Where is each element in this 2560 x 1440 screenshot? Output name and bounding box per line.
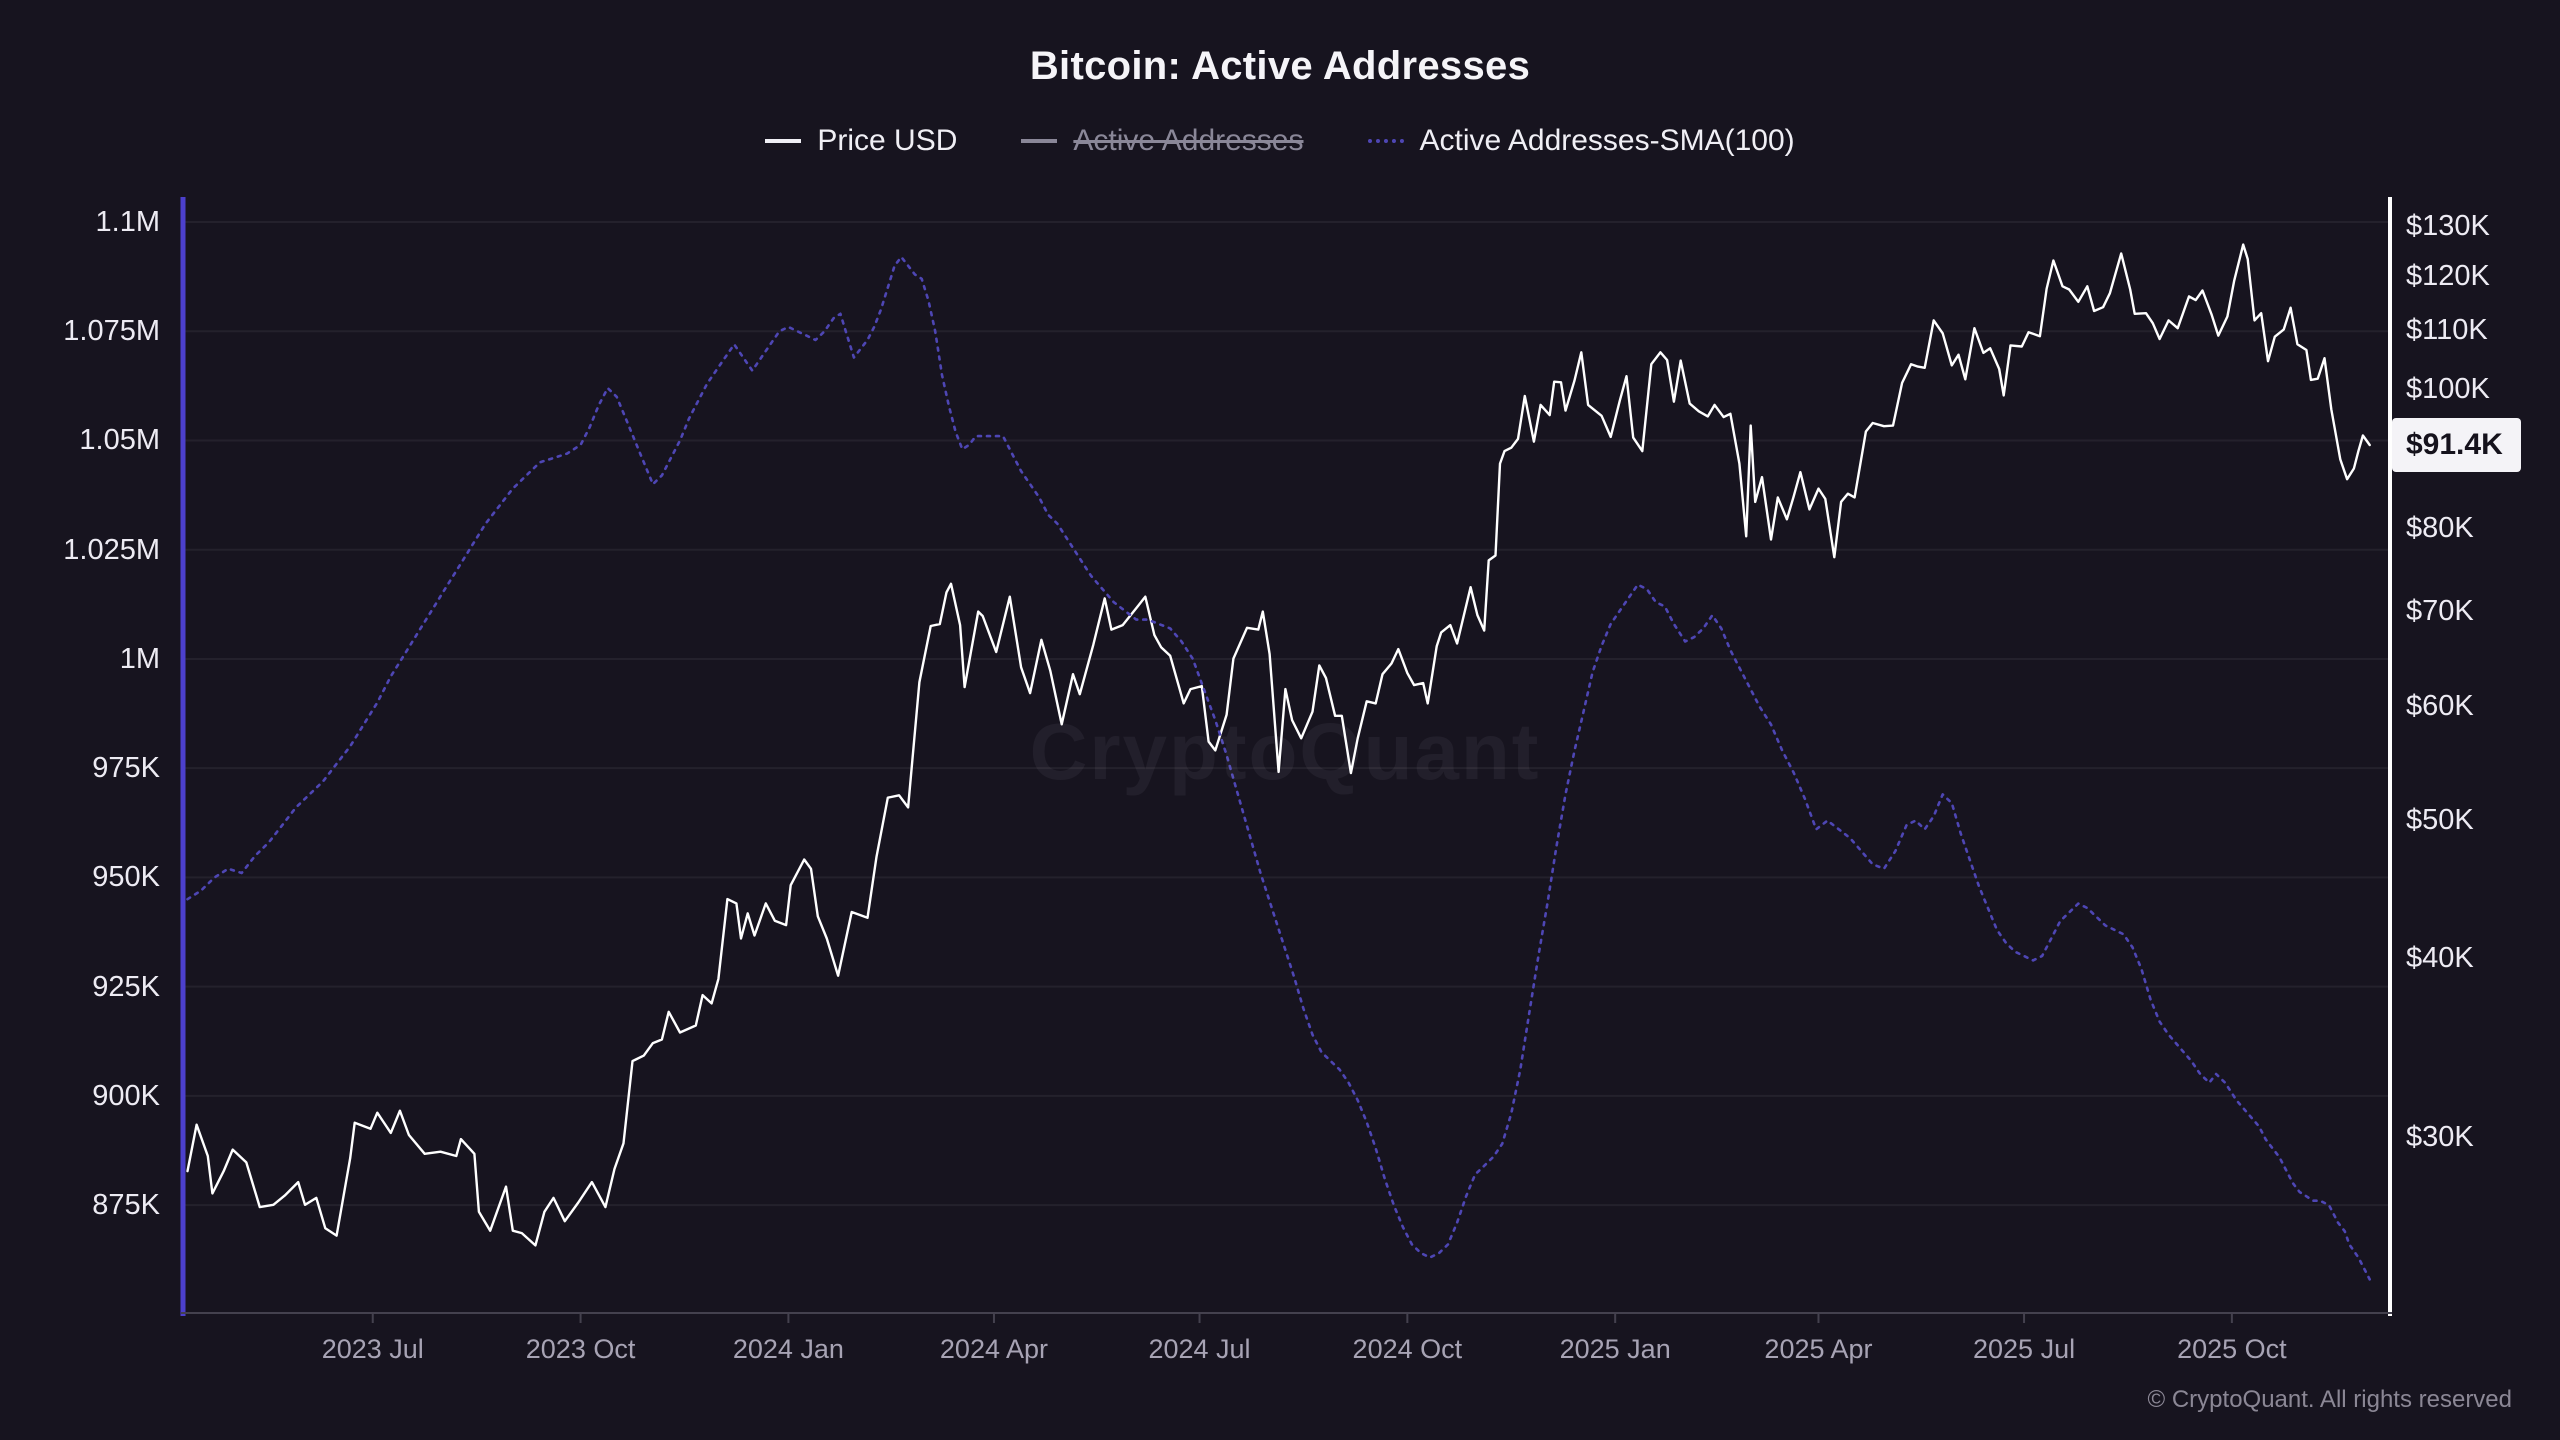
y-right-tick-label: $30K xyxy=(2406,1121,2474,1154)
sma-line-marker-icon xyxy=(1367,139,1404,143)
y-left-tick-label: 1.05M xyxy=(79,424,160,457)
y-left-tick-label: 1.1M xyxy=(95,206,160,239)
y-right-tick-label: $100K xyxy=(2406,373,2490,406)
legend-item-active-addresses-sma[interactable]: Active Addresses-SMA(100) xyxy=(1367,124,1795,158)
x-tick-label: 2024 Apr xyxy=(939,1334,1048,1364)
sma-line xyxy=(186,255,2371,1281)
price-line-marker-icon xyxy=(765,139,802,143)
y-left-tick-label: 1.025M xyxy=(63,533,160,566)
x-tick-label: 2025 Oct xyxy=(2177,1334,2287,1364)
y-right-tick-label: $110K xyxy=(2406,313,2488,346)
x-tick-label: 2025 Jul xyxy=(1973,1334,2076,1364)
y-left-tick-label: 1M xyxy=(119,642,160,675)
y-right-tick-label: $70K xyxy=(2406,594,2474,627)
legend-item-active-addresses[interactable]: Active Addresses xyxy=(1021,124,1304,158)
y-right-tick-label: $40K xyxy=(2406,942,2474,975)
x-tick-label: 2024 Oct xyxy=(1352,1334,1463,1364)
price-line xyxy=(186,243,2371,1247)
y-left-tick-label: 975K xyxy=(92,752,160,785)
copyright-footer: © CryptoQuant. All rights reserved xyxy=(2147,1386,2513,1413)
x-tick-label: 2023 Oct xyxy=(525,1334,636,1364)
y-right-tick-label: $120K xyxy=(2406,259,2490,292)
x-tick-label: 2025 Jan xyxy=(1559,1334,1671,1364)
x-tick-label: 2024 Jul xyxy=(1148,1334,1251,1364)
x-tick-label: 2024 Jan xyxy=(732,1334,844,1364)
x-tick-label: 2025 Apr xyxy=(1764,1334,1873,1364)
legend-item-price-usd[interactable]: Price USD xyxy=(765,124,957,158)
x-tick-label: 2023 Jul xyxy=(321,1334,424,1364)
y-left-tick-label: 950K xyxy=(92,861,160,894)
y-left-tick-label: 925K xyxy=(92,970,160,1003)
active-addresses-line-marker-icon xyxy=(1021,139,1058,143)
y-left-tick-label: 875K xyxy=(92,1189,160,1222)
y-right-tick-label: $80K xyxy=(2406,511,2474,544)
y-right-tick-label: $50K xyxy=(2406,803,2474,836)
current-price-badge: $91.4K xyxy=(2392,417,2521,472)
legend: Price USD Active Addresses Active Addres… xyxy=(0,124,2560,158)
y-left-tick-label: 900K xyxy=(92,1079,160,1112)
y-right-tick-label: $60K xyxy=(2406,690,2474,723)
page-title: Bitcoin: Active Addresses xyxy=(1029,44,1531,88)
y-left-tick-label: 1.075M xyxy=(63,315,160,348)
legend-label: Active Addresses xyxy=(1073,124,1304,157)
legend-label: Price USD xyxy=(817,124,958,157)
y-right-tick-label: $130K xyxy=(2406,210,2490,243)
legend-label: Active Addresses-SMA(100) xyxy=(1419,124,1795,157)
